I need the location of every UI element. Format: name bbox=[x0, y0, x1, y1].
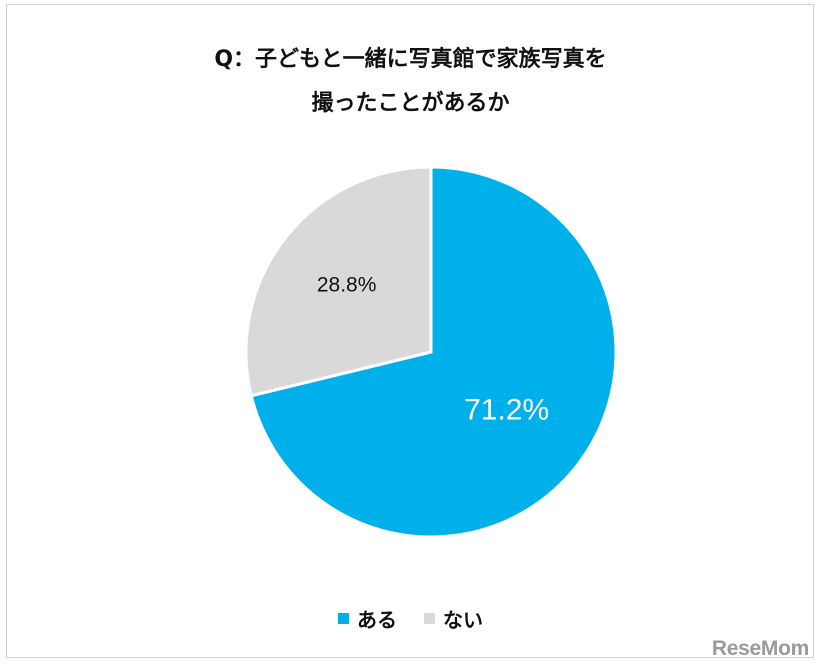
legend-label-aru: ある bbox=[357, 608, 398, 632]
pie-slice-0 bbox=[249, 165, 618, 539]
legend-swatch-nai bbox=[423, 613, 435, 624]
pie-data-label-0: 71.2% bbox=[464, 393, 549, 426]
chart-title-line-1: Q：子どもと一緒に写真館で家族写真を bbox=[214, 47, 607, 72]
legend-item-aru: ある bbox=[338, 604, 397, 633]
pie-slice-1 bbox=[244, 165, 433, 398]
legend-item-nai: ない bbox=[423, 604, 483, 633]
pie-data-label-1: 28.8% bbox=[317, 273, 377, 296]
legend: ある ない bbox=[0, 604, 821, 633]
resemom-logo: ReseMom bbox=[711, 637, 809, 660]
chart-title-line-2: 撮ったことがあるか bbox=[311, 91, 510, 116]
chart-title: Q：子どもと一緒に写真館で家族写真を 撮ったことがあるか bbox=[0, 38, 821, 126]
legend-label-nai: ない bbox=[442, 608, 483, 632]
legend-swatch-aru bbox=[338, 613, 350, 624]
